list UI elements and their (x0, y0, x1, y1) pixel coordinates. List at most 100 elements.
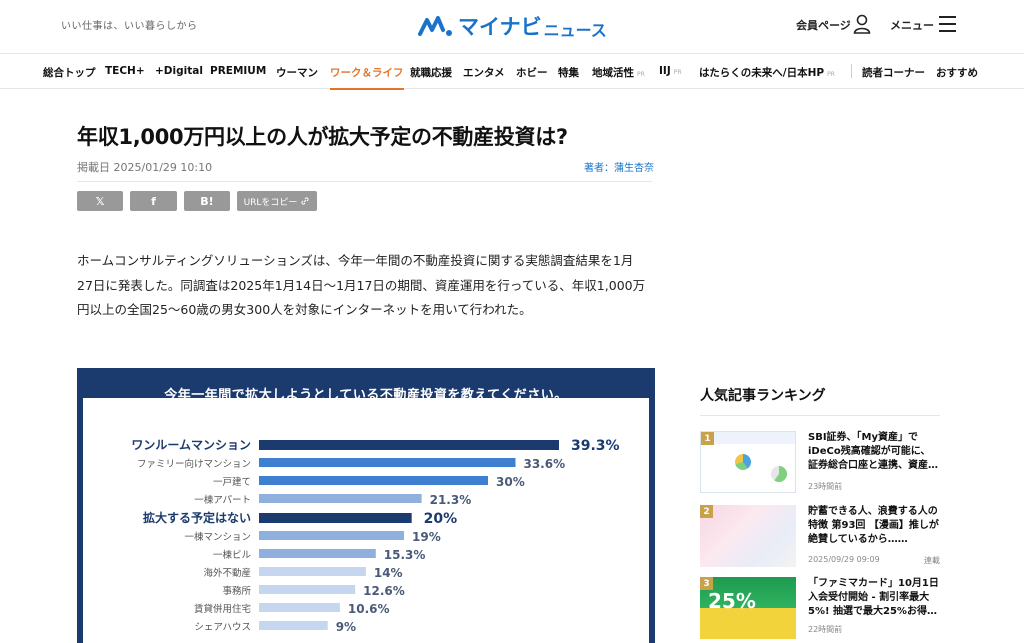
x-icon: 𝕏 (95, 194, 105, 208)
nav-item-label: 就職応援 (410, 67, 452, 79)
bar (259, 458, 516, 467)
ranking-item[interactable]: 2 貯蓄できる人、浪費する人の特徴 第93回 【漫画】推しが絶賛しているから…… 2… (700, 505, 940, 567)
nav-item[interactable]: 総合トップ (43, 65, 96, 80)
value-label: 39.3% (571, 438, 620, 454)
category-nav: 総合トップ TECH+ +Digital PREMIUM ウーマン ワーク＆ライフ 就職応援… (0, 54, 1024, 90)
bar (259, 549, 376, 558)
ranking-item[interactable]: 1 SBI証券、「My資産」でiDeCo残高確認が可能に、証券総合口座と連携、資産… (700, 431, 940, 493)
nav-item-label: ワーク＆ライフ (330, 67, 404, 79)
nav-item-label: はたらくの未来へ/日本HP (699, 67, 825, 79)
nav-divider (851, 64, 852, 78)
pr-badge: PR (673, 69, 682, 76)
nav-item[interactable]: ホビー (516, 65, 548, 80)
ranking-thumbnail[interactable]: 1 (700, 431, 796, 493)
rank-number: 1 (701, 432, 714, 445)
logo-mark-icon (418, 16, 452, 36)
nav-item-label: PREMIUM (210, 65, 267, 77)
copy-url-label: URLをコピー (243, 197, 298, 208)
site-header: いい仕事は、いい暮らしから マイナビ ニュース 会員ページ メニュー (0, 0, 1024, 54)
value-label: 15.3% (384, 548, 426, 562)
hamburger-menu-icon[interactable] (939, 16, 956, 32)
pr-badge: PR (637, 71, 645, 78)
nav-item[interactable]: 読者コーナー (862, 65, 925, 80)
ranking-headline[interactable]: 「ファミマカード」10月1日入会受付開始 - 割引率最大5%! 抽選で最大25%… (808, 578, 939, 617)
category-label: シェアハウス (194, 622, 251, 633)
menu-label[interactable]: メニュー (890, 19, 934, 32)
nav-item-label: 総合トップ (43, 67, 96, 79)
user-icon[interactable] (853, 14, 871, 34)
nav-item-label: ウーマン (276, 67, 318, 79)
nav-item[interactable]: PREMIUM (210, 65, 266, 77)
share-x-button[interactable]: 𝕏 (77, 191, 123, 211)
logo-sub-text: ニュース (543, 20, 607, 40)
ranking-item[interactable]: 25% 3 「ファミマカード」10月1日入会受付開始 - 割引率最大5%! 抽選で最… (700, 577, 940, 639)
value-label: 21.3% (430, 493, 472, 507)
category-label: 海外不動産 (203, 567, 251, 579)
value-label: 14% (374, 566, 403, 580)
category-label: ワンルームマンション (131, 438, 251, 452)
nav-item[interactable]: エンタメ (463, 65, 505, 80)
nav-item[interactable]: ウーマン (276, 65, 318, 80)
ranking-timestamp: 22時間前 (808, 625, 843, 634)
nav-item-label: ホビー (516, 67, 548, 79)
link-icon (301, 197, 310, 205)
bar (259, 513, 412, 523)
logo-main-text: マイナビ (458, 15, 542, 39)
ranking-tag: 連載 (924, 556, 940, 565)
article-paragraph: ホームコンサルティングソリューションズは、今年一年間の不動産投資に関する実態調査… (77, 253, 646, 317)
pr-badge: PR (827, 71, 835, 78)
bar (259, 440, 559, 450)
category-label: 拡大する予定はない (143, 510, 251, 525)
nav-item[interactable]: TECH+ (105, 65, 145, 77)
site-logo[interactable]: マイナビ ニュース (418, 11, 607, 41)
nav-item-label: TECH+ (105, 65, 145, 77)
bar (259, 585, 356, 594)
rank-number: 3 (700, 577, 713, 590)
value-label: 19% (412, 530, 441, 544)
facebook-icon: f (151, 194, 156, 208)
ranking-headline[interactable]: SBI証券、「My資産」でiDeCo残高確認が可能に、証券総合口座と連携、資産… (808, 432, 938, 471)
copy-url-button[interactable]: URLをコピー (237, 191, 317, 211)
bar (259, 476, 489, 485)
article-title: 年収1,000万円以上の人が拡大予定の不動産投資は? (77, 125, 568, 149)
ranking-thumbnail[interactable]: 2 (700, 505, 796, 567)
article-author[interactable]: 著者：蒲生杏奈 (584, 163, 654, 174)
value-label: 10.6% (348, 602, 390, 616)
article-date: 掲載日 2025/01/29 10:10 (77, 161, 213, 174)
ranking-title: 人気記事ランキング (700, 388, 826, 404)
nav-item[interactable]: +Digital (155, 65, 203, 77)
share-hatena-button[interactable]: B! (184, 191, 230, 211)
member-page-link[interactable]: 会員ページ (796, 19, 851, 32)
tagline: いい仕事は、いい暮らしから (61, 21, 198, 32)
category-label: ファミリー向けマンション (137, 458, 251, 470)
nav-item-label: 特集 (558, 67, 579, 79)
rank-number: 2 (700, 505, 713, 518)
share-facebook-button[interactable]: f (130, 191, 177, 211)
category-label: 一棟アパート (194, 494, 251, 506)
nav-item-label: IIJ (659, 65, 671, 77)
value-label: 30% (496, 475, 525, 489)
ranking-headline[interactable]: 貯蓄できる人、浪費する人の特徴 第93回 【漫画】推しが絶賛しているから…… (808, 506, 939, 545)
value-label: 12.6% (363, 584, 405, 598)
nav-item[interactable]: IIJ PR (659, 65, 682, 77)
nav-item[interactable]: ワーク＆ライフ (330, 65, 404, 90)
ranking-divider (700, 415, 940, 416)
divider (77, 181, 652, 182)
nav-item-label: おすすめ (936, 67, 978, 79)
bar (259, 567, 366, 576)
nav-item-label: 読者コーナー (862, 67, 925, 79)
nav-item-label: +Digital (155, 65, 203, 77)
ranking-thumbnail[interactable]: 25% 3 (700, 577, 796, 639)
nav-item-label: エンタメ (463, 67, 505, 79)
nav-item[interactable]: 地域活性 PR (592, 65, 645, 80)
bar (259, 621, 328, 630)
nav-item[interactable]: 特集 (558, 65, 579, 80)
nav-item[interactable]: おすすめ (936, 65, 978, 80)
bar (259, 494, 422, 503)
category-label: 一戸建て (213, 476, 251, 488)
nav-item[interactable]: はたらくの未来へ/日本HP PR (699, 65, 835, 80)
category-label: 一棟ビル (213, 549, 252, 561)
survey-chart: 今年一年間で拡大しようとしている不動産投資を教えてください。 ワンルームマンショ… (77, 368, 655, 643)
nav-item[interactable]: 就職応援 (410, 65, 452, 80)
category-label: 事務所 (222, 585, 251, 597)
